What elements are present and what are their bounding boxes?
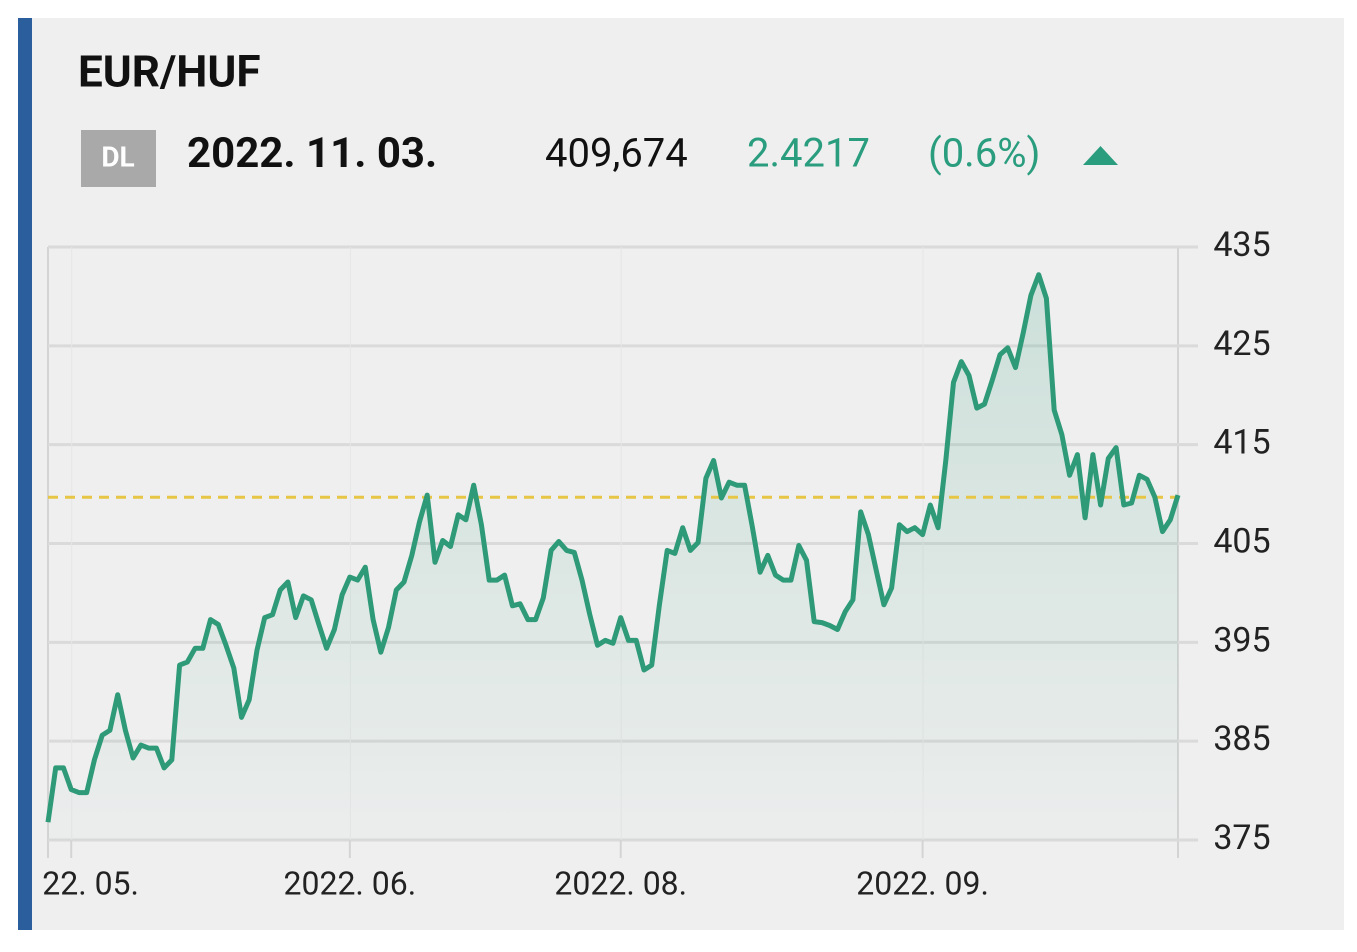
y-tick-label: 375 (1213, 818, 1270, 858)
x-tick-label: 2022. 08. (554, 864, 687, 902)
y-tick-label: 395 (1213, 620, 1270, 660)
y-tick-label: 385 (1213, 719, 1270, 759)
badge: DL (101, 140, 134, 173)
x-tick-label: 2022. 09. (856, 864, 989, 902)
date: 2022. 11. 03. (187, 129, 437, 178)
x-tick-label: 2022. 06. (283, 864, 416, 902)
change: 2.4217 (747, 130, 870, 177)
y-tick-label: 415 (1213, 423, 1270, 463)
x-band (620, 247, 622, 840)
y-tick-label: 405 (1213, 521, 1270, 561)
y-tick-label: 435 (1213, 225, 1270, 265)
y-tick-label: 425 (1213, 324, 1270, 364)
price-line (45, 272, 1181, 823)
x-tick-label: 22. 05. (42, 864, 139, 902)
x-band (349, 247, 351, 840)
title: EUR/HUF (78, 46, 261, 98)
price: 409,674 (545, 130, 688, 177)
badge-box (81, 130, 156, 187)
up-arrow (1083, 146, 1118, 165)
change-pct: (0.6%) (928, 130, 1040, 177)
x-band (71, 247, 73, 840)
area (48, 274, 1178, 840)
accent-bar (18, 18, 32, 930)
